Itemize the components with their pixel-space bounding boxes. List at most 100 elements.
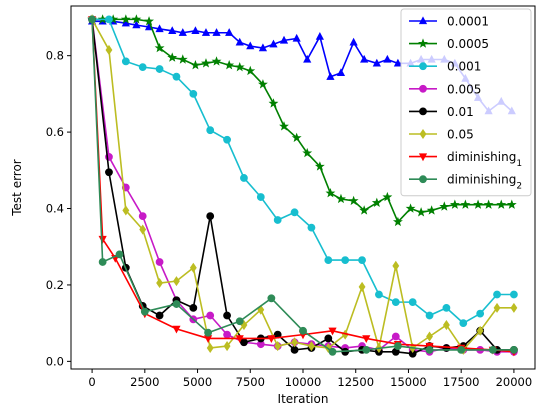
y-tick-label: 0.2 (46, 278, 64, 292)
data-point (273, 216, 282, 224)
data-point (488, 345, 497, 354)
data-point (235, 335, 244, 344)
data-point (98, 258, 107, 266)
data-point (132, 20, 141, 29)
data-point (105, 44, 113, 55)
x-tick-label: 5000 (183, 375, 212, 389)
legend-label: 0.001 (447, 60, 481, 74)
data-point (449, 199, 460, 209)
data-point (348, 195, 359, 206)
x-axis-title: Iteration (278, 392, 329, 406)
data-point (308, 341, 315, 352)
data-point (425, 345, 434, 354)
data-point (393, 58, 403, 67)
data-point (201, 28, 211, 36)
data-point (189, 262, 197, 273)
data-point (191, 26, 200, 35)
y-tick-label: 0.0 (46, 354, 64, 368)
data-point (138, 212, 147, 221)
data-point (510, 345, 518, 354)
data-point (375, 290, 383, 299)
data-point (279, 35, 289, 44)
legend-item: 0.005 (409, 82, 481, 96)
data-point (235, 317, 244, 326)
legend-item: 0.0001 (409, 15, 489, 29)
data-point (359, 205, 370, 215)
data-point (483, 199, 494, 209)
series-line (91, 19, 514, 353)
data-point (362, 335, 371, 344)
data-point (341, 256, 350, 264)
data-point (224, 60, 235, 70)
data-point (206, 311, 215, 320)
data-point (460, 199, 471, 209)
data-point (442, 303, 451, 312)
data-point (473, 199, 483, 209)
data-point (358, 256, 366, 264)
data-point (245, 65, 256, 76)
data-point (206, 342, 214, 354)
data-point (223, 330, 231, 339)
data-point (510, 290, 518, 299)
data-point (240, 174, 248, 182)
data-point (139, 224, 147, 235)
data-point (105, 168, 113, 177)
x-tick-label: 17500 (443, 375, 480, 389)
data-point (156, 277, 164, 289)
data-point (510, 302, 518, 313)
data-point (476, 325, 484, 336)
data-point (394, 342, 402, 350)
data-point (362, 345, 371, 354)
data-point (206, 126, 215, 135)
data-point (155, 65, 164, 73)
data-point (279, 121, 289, 131)
data-point (325, 188, 336, 198)
data-point (121, 57, 130, 66)
data-point (336, 193, 346, 204)
data-point (496, 199, 507, 209)
legend-marker (419, 107, 427, 116)
data-point (371, 197, 382, 207)
data-point (257, 79, 268, 89)
y-axis-title: Test error (10, 159, 24, 217)
legend-label: 0.0005 (447, 37, 489, 51)
data-point (115, 250, 124, 259)
legend-marker (419, 84, 427, 93)
legend-label: 0.01 (447, 105, 474, 119)
data-point (168, 26, 177, 35)
data-point (155, 311, 164, 320)
data-point (324, 256, 333, 264)
data-point (425, 311, 434, 320)
data-point (382, 191, 393, 202)
data-point (426, 331, 433, 342)
data-point (408, 298, 417, 307)
data-point (172, 325, 181, 334)
data-point (416, 207, 427, 217)
x-tick-label: 0 (88, 375, 95, 389)
data-point (267, 335, 276, 344)
series-line (91, 19, 514, 353)
data-point (299, 326, 307, 335)
data-point (506, 199, 517, 209)
data-point (383, 54, 392, 63)
legend-item: 0.0005 (409, 37, 489, 51)
series-layer (87, 14, 519, 358)
data-point (223, 311, 231, 320)
data-point (457, 345, 466, 354)
data-point (105, 15, 113, 24)
data-point (314, 161, 325, 171)
data-point (235, 37, 244, 46)
data-point (328, 327, 337, 336)
y-tick-label: 0.6 (46, 125, 64, 139)
data-point (476, 309, 485, 318)
x-tick-label: 12500 (337, 375, 374, 389)
data-point (211, 56, 222, 66)
series-2 (88, 15, 518, 328)
data-point (223, 341, 231, 352)
data-point (324, 334, 333, 343)
legend-marker (418, 16, 428, 25)
data-point (307, 223, 316, 232)
x-tick-label: 2500 (130, 375, 159, 389)
data-point (138, 63, 147, 72)
